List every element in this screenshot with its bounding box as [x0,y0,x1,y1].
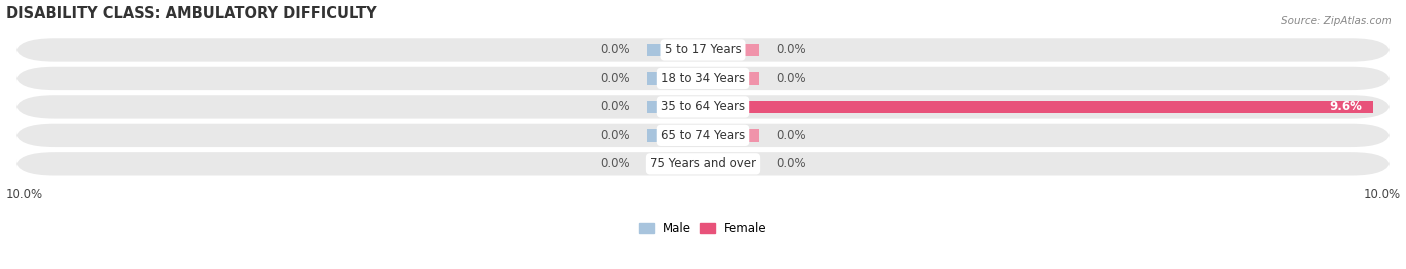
Bar [703,101,1372,113]
Bar [647,44,703,56]
Text: 75 Years and over: 75 Years and over [650,157,756,170]
Bar [703,129,759,142]
FancyBboxPatch shape [15,124,1391,147]
Bar [647,101,703,113]
Text: 0.0%: 0.0% [600,44,630,56]
Text: 9.6%: 9.6% [1329,100,1362,114]
Text: 18 to 34 Years: 18 to 34 Years [661,72,745,85]
Text: 0.0%: 0.0% [776,72,806,85]
FancyBboxPatch shape [15,67,1391,90]
FancyBboxPatch shape [15,95,1391,119]
Text: 65 to 74 Years: 65 to 74 Years [661,129,745,142]
Legend: Male, Female: Male, Female [634,217,772,240]
Text: Source: ZipAtlas.com: Source: ZipAtlas.com [1281,16,1392,26]
Text: 0.0%: 0.0% [600,157,630,170]
Bar [647,157,703,170]
Text: 0.0%: 0.0% [600,72,630,85]
Text: 10.0%: 10.0% [6,188,42,201]
Text: 5 to 17 Years: 5 to 17 Years [665,44,741,56]
FancyBboxPatch shape [15,38,1391,62]
FancyBboxPatch shape [15,152,1391,175]
Bar [703,157,759,170]
Bar [647,129,703,142]
Bar [647,72,703,85]
Text: DISABILITY CLASS: AMBULATORY DIFFICULTY: DISABILITY CLASS: AMBULATORY DIFFICULTY [6,6,377,20]
Text: 35 to 64 Years: 35 to 64 Years [661,100,745,114]
Bar [703,44,759,56]
Bar [703,72,759,85]
Text: 0.0%: 0.0% [600,100,630,114]
Text: 10.0%: 10.0% [1364,188,1400,201]
Text: 0.0%: 0.0% [776,44,806,56]
Text: 0.0%: 0.0% [600,129,630,142]
Text: 0.0%: 0.0% [776,129,806,142]
Text: 0.0%: 0.0% [776,157,806,170]
